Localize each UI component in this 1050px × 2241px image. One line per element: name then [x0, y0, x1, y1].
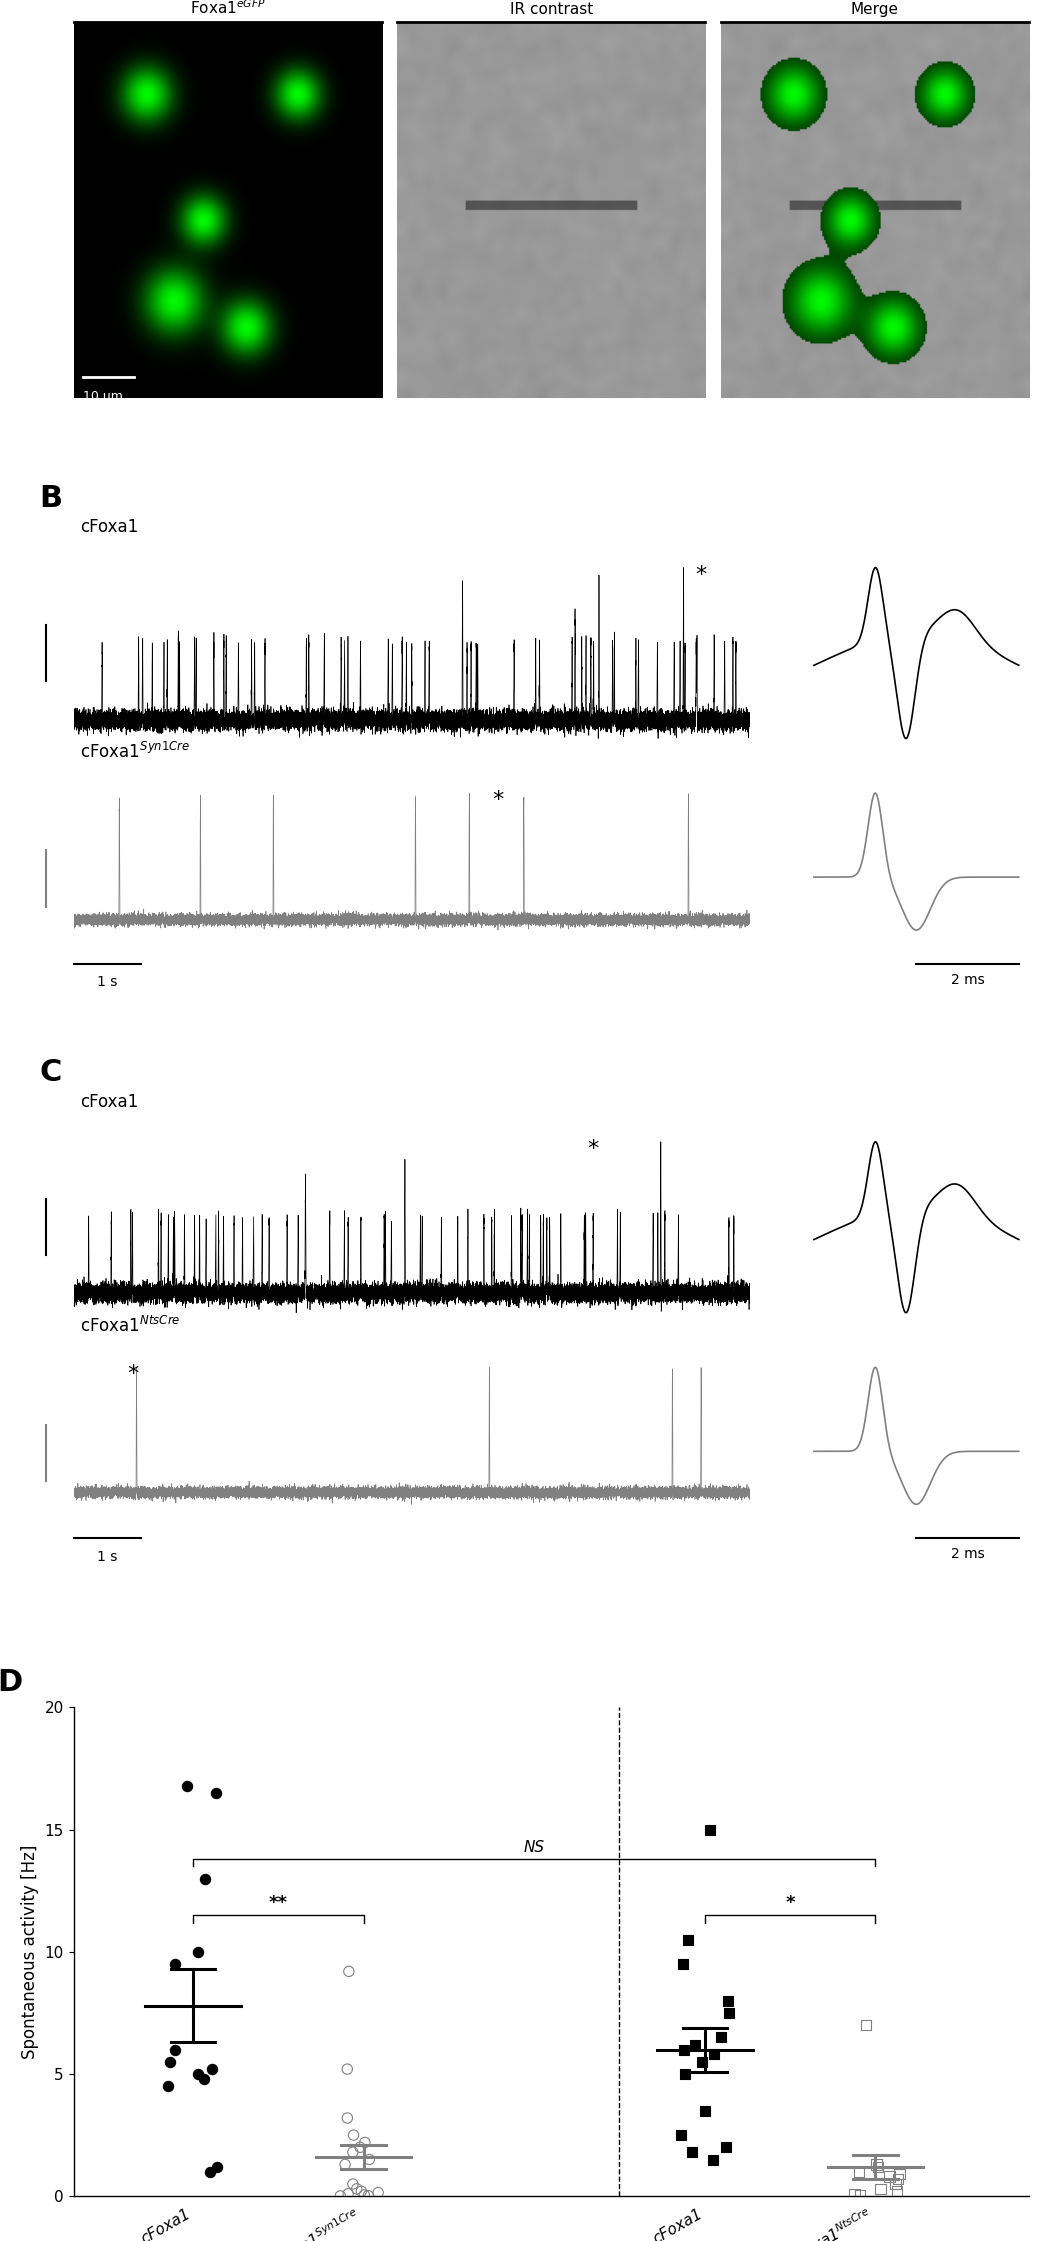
Point	[881, 2158, 898, 2194]
Text: C: C	[40, 1058, 62, 1087]
Text: D: D	[0, 1667, 22, 1696]
Point	[190, 1934, 207, 1970]
Point	[196, 1860, 213, 1896]
Point	[673, 2118, 690, 2154]
Text: cFoxa1$^{NtsCre}$: cFoxa1$^{NtsCre}$	[80, 1315, 181, 1336]
Point	[167, 1945, 184, 1981]
Point	[332, 2178, 349, 2214]
Point	[684, 2133, 700, 2169]
Point	[360, 2178, 377, 2214]
Text: 2 ms: 2 ms	[950, 973, 985, 986]
Text: cFoxa1$^{Syn1Cre}$: cFoxa1$^{Syn1Cre}$	[80, 742, 190, 762]
Point	[356, 2124, 373, 2160]
Point	[353, 2174, 370, 2210]
Point	[337, 2147, 354, 2183]
Point	[361, 2142, 378, 2178]
Point	[208, 1775, 225, 1811]
Text: 1 s: 1 s	[97, 975, 118, 988]
Text: NS: NS	[524, 1840, 545, 1856]
Point	[202, 2154, 218, 2189]
Point	[705, 2142, 721, 2178]
Text: cFoxa1: cFoxa1	[80, 1094, 139, 1112]
Point	[701, 1811, 718, 1847]
Point	[679, 1923, 696, 1959]
Title: Merge: Merge	[850, 2, 899, 18]
Point	[858, 2008, 875, 2044]
Point	[178, 1768, 195, 1804]
Title: IR contrast: IR contrast	[509, 2, 593, 18]
Point	[889, 2160, 906, 2196]
Point	[356, 2176, 373, 2212]
Point	[717, 2129, 734, 2165]
Point	[674, 1945, 691, 1981]
Point	[687, 2026, 704, 2062]
Text: cFoxa1: cFoxa1	[80, 518, 139, 536]
Point	[345, 2118, 362, 2154]
Point	[167, 2033, 184, 2068]
Point	[850, 2154, 867, 2189]
Point	[195, 2062, 212, 2098]
Point	[340, 1954, 357, 1990]
Point	[352, 2129, 369, 2165]
Point	[676, 2033, 693, 2068]
Text: **: **	[269, 1894, 288, 1912]
Point	[852, 2176, 868, 2212]
Point	[887, 2167, 904, 2203]
Point	[349, 2172, 365, 2207]
Title: Epifluorescence
Foxa1$^{eGFP}$: Epifluorescence Foxa1$^{eGFP}$	[167, 0, 289, 18]
Point	[706, 2037, 722, 2073]
Point	[846, 2176, 863, 2212]
Point	[162, 2044, 178, 2080]
Point	[339, 2051, 356, 2086]
Y-axis label: Spontaneous activity [Hz]: Spontaneous activity [Hz]	[21, 1844, 39, 2059]
Point	[719, 1983, 736, 2019]
Point	[160, 2068, 176, 2104]
Point	[869, 2149, 886, 2185]
Point	[891, 2156, 908, 2192]
Point	[888, 2174, 905, 2210]
Point	[344, 2167, 361, 2203]
Point	[190, 2055, 207, 2091]
Text: *: *	[587, 1138, 598, 1159]
Text: B: B	[40, 484, 63, 513]
Point	[720, 1994, 737, 2030]
Point	[204, 2051, 220, 2086]
Point	[339, 2100, 356, 2136]
Point	[696, 2093, 713, 2129]
Point	[340, 2176, 357, 2212]
Point	[370, 2174, 386, 2210]
Text: *: *	[785, 1894, 795, 1912]
Point	[677, 2055, 694, 2091]
Point	[712, 2019, 729, 2055]
Text: *: *	[492, 791, 504, 811]
Point	[693, 2044, 710, 2080]
Point	[209, 2149, 226, 2185]
Point	[873, 2172, 889, 2207]
Text: *: *	[695, 565, 707, 585]
Text: 2 ms: 2 ms	[950, 1546, 985, 1562]
Text: *: *	[128, 1365, 139, 1385]
Text: 10 μm: 10 μm	[83, 390, 123, 403]
Text: 1 s: 1 s	[97, 1549, 118, 1564]
Point	[868, 2147, 885, 2183]
Point	[344, 2133, 361, 2169]
